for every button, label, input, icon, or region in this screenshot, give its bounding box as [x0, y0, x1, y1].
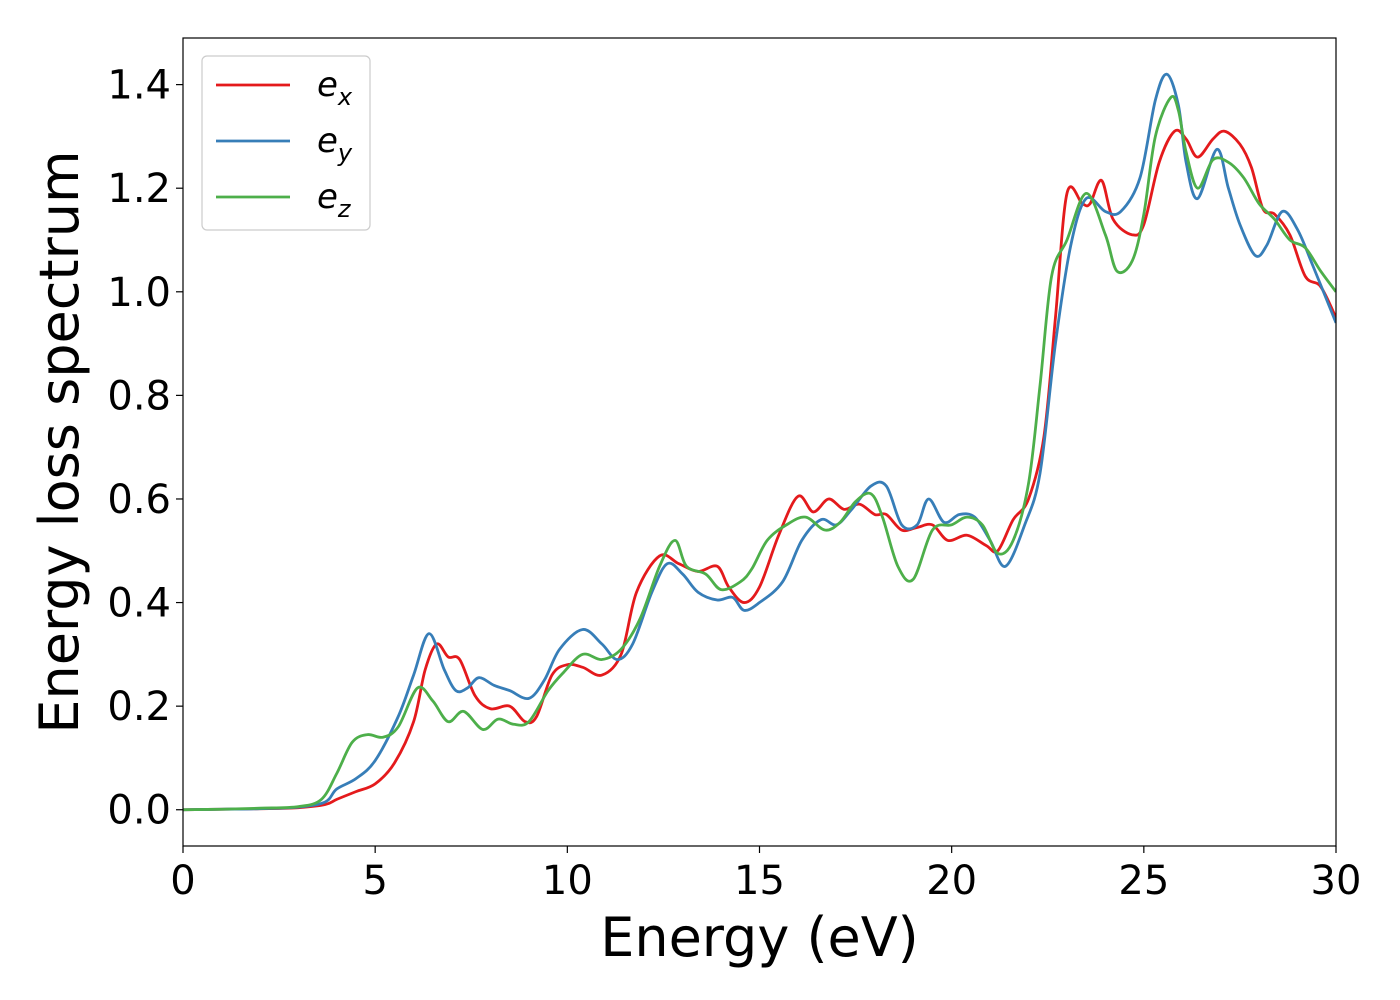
legend-label-main: e	[317, 65, 338, 105]
legend-label-main: e	[317, 177, 338, 217]
y-tick-label: 1.4	[107, 63, 171, 109]
y-tick-label: 0.0	[107, 788, 171, 834]
y-tick-label: 0.6	[107, 477, 171, 523]
series-layer	[183, 72, 1336, 812]
legend-label-y: ey	[317, 121, 353, 167]
x-tick-label: 30	[1311, 858, 1362, 904]
x-tick-label: 10	[542, 858, 593, 904]
x-axis-title: Energy (eV)	[600, 906, 919, 969]
y-tick-label: 0.4	[107, 581, 171, 627]
y-tick-label: 1.0	[107, 270, 171, 316]
y-axis-title: Energy loss spectrum	[28, 150, 91, 733]
legend-label-sub: z	[337, 195, 352, 223]
y-tick-label: 0.8	[107, 373, 171, 419]
legend-label-x: ex	[317, 65, 353, 111]
y-tick-label: 1.2	[107, 166, 171, 212]
x-tick-label: 5	[362, 858, 387, 904]
x-axis: 0 5 10 15 20 25 30	[170, 846, 1361, 904]
legend-box	[201, 55, 371, 231]
legend-label-main: e	[317, 121, 338, 161]
x-tick-label: 25	[1118, 858, 1169, 904]
series-line-z	[183, 95, 1336, 812]
x-tick-label: 15	[734, 858, 785, 904]
series-line-y	[183, 72, 1336, 812]
legend-label-sub: y	[337, 139, 353, 167]
legend-label-z: ez	[317, 177, 352, 223]
y-tick-label: 0.2	[107, 684, 171, 730]
legend-label-sub: x	[337, 83, 353, 111]
x-tick-label: 0	[170, 858, 195, 904]
series-line-x	[183, 128, 1336, 812]
y-axis: 0.0 0.2 0.4 0.6 0.8 1.0 1.2 1.4	[107, 63, 183, 834]
x-tick-label: 20	[926, 858, 977, 904]
